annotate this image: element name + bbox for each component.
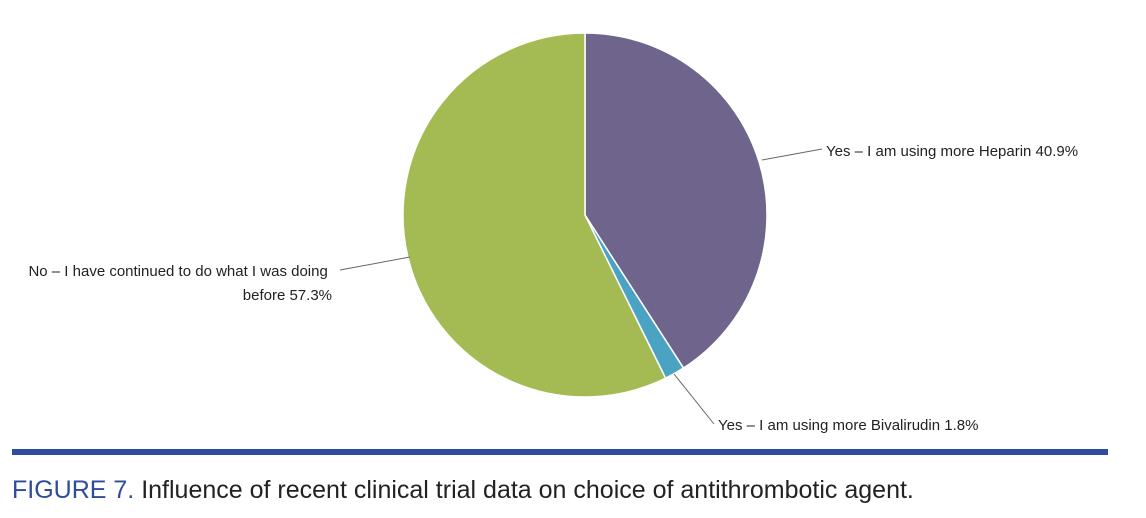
pie-chart: Yes – I am using more Heparin 40.9% Yes … <box>28 32 1078 434</box>
slice-label-bivalirudin: Yes – I am using more Bivalirudin 1.8% <box>718 417 978 434</box>
slice-label-heparin: Yes – I am using more Heparin 40.9% <box>826 143 1078 160</box>
leader-line-no-change <box>339 256 411 271</box>
figure-rule <box>12 449 1108 455</box>
slice-label-no-change-line1: No – I have continued to do what I was d… <box>28 263 327 280</box>
figure-label: FIGURE 7. <box>12 476 135 504</box>
pie-slice-no-change <box>402 32 667 398</box>
slice-label-no-change: No – I have continued to do what I was d… <box>28 263 332 304</box>
leader-line-heparin <box>761 148 823 161</box>
pie-slice-heparin <box>584 32 768 370</box>
slice-label-no-change-line2: before 57.3% <box>243 287 332 304</box>
figure-caption-text: Influence of recent clinical trial data … <box>141 476 914 504</box>
figure-caption: FIGURE 7. Influence of recent clinical t… <box>12 476 914 505</box>
leader-line-bivalirudin <box>673 373 715 425</box>
